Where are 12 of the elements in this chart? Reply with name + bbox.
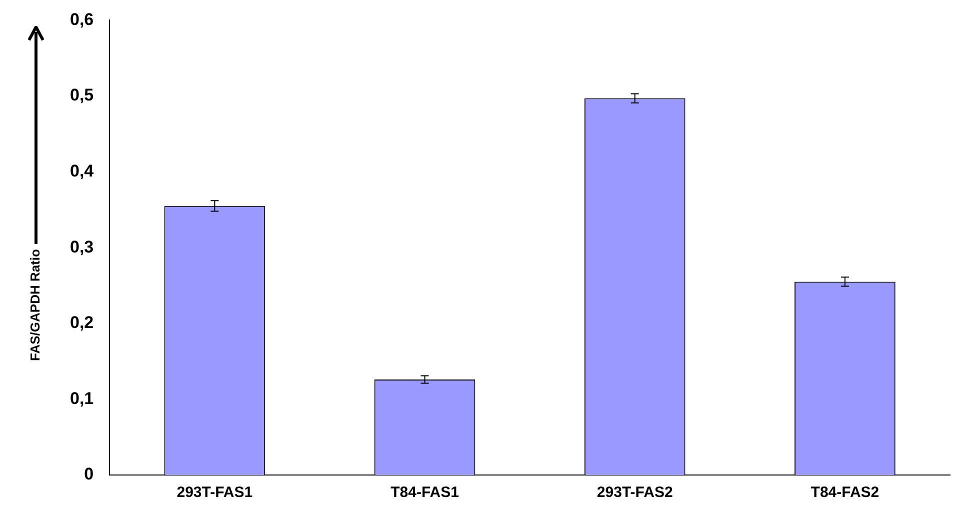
x-tick-label: 293T-FAS1 — [176, 484, 253, 502]
y-tick-label: 0,6 — [70, 10, 94, 29]
y-tick-label: 0,2 — [70, 313, 94, 332]
y-tick-label: 0,1 — [70, 388, 94, 408]
y-tick-label: 0,4 — [70, 161, 94, 180]
x-tick-label: T84-FAS2 — [810, 484, 880, 502]
y-tick-label: 0,5 — [70, 86, 94, 105]
x-tick-label: T84-FAS1 — [390, 484, 459, 502]
y-tick-label: 0,3 — [70, 237, 94, 256]
y-tick-label: 0 — [84, 464, 94, 484]
y-axis-title: FAS/GAPDH Ratio — [28, 248, 43, 361]
x-tick-label: 293T-FAS2 — [596, 484, 673, 502]
